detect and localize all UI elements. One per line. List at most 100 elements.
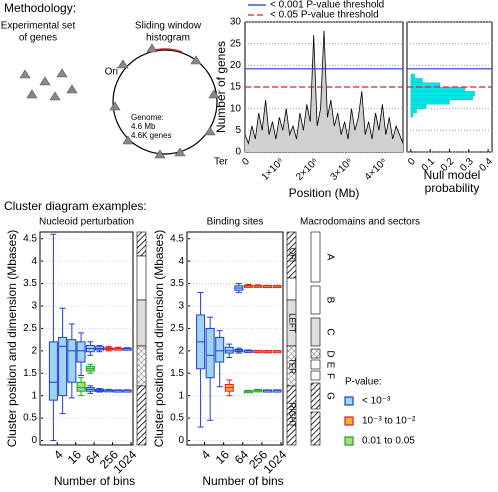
y-tick-label: 1	[31, 390, 37, 401]
box	[76, 381, 86, 392]
domain-label: ORI	[287, 248, 296, 262]
legend-label: 10⁻³ to 10⁻²	[362, 416, 416, 427]
sector-label: E	[324, 362, 335, 369]
sector-label: F	[324, 373, 335, 379]
legend-swatch	[344, 416, 354, 426]
gene-set-label: Experimental set	[1, 21, 76, 32]
window-label: Sliding window	[135, 21, 202, 32]
y-tick-label: 2	[178, 345, 184, 356]
legend-label: < 10⁻³	[362, 396, 391, 407]
y-tick-label: 0.5	[23, 413, 37, 424]
legend-label: < 0.05 P-value threshold	[270, 10, 379, 21]
y-tick-label: 3	[31, 301, 37, 312]
box	[205, 327, 215, 379]
x-tick-label: 4	[51, 447, 66, 462]
legend-swatch	[344, 396, 354, 406]
y-tick-label: 2.5	[170, 323, 184, 334]
y-tick-label: 4	[31, 256, 37, 267]
gene-set	[19, 68, 78, 101]
genome-label: 4.6K genes	[131, 131, 171, 140]
box	[76, 341, 86, 363]
x-axis-label: probability	[425, 181, 480, 195]
domain-label: RIGHT	[287, 403, 296, 428]
y-axis-label: Number of genes	[214, 41, 228, 133]
y-axis-label: Cluster position and dimension (Mbases)	[5, 230, 19, 447]
x-axis-label: Number of bins	[202, 474, 283, 488]
gene-set-label: of genes	[19, 33, 57, 44]
box	[58, 336, 68, 397]
y-tick-label: 5	[235, 125, 241, 136]
x-tick-label: 1×10⁶	[260, 156, 287, 183]
x-tick-label: 1024	[261, 447, 290, 476]
bar	[410, 78, 423, 83]
x-axis-label: Null model	[424, 168, 481, 182]
x-axis-label: Number of bins	[54, 474, 135, 488]
y-tick-label: 15	[230, 82, 242, 93]
x-tick-label: 0	[240, 156, 252, 168]
x-tick-label: 16	[213, 447, 233, 467]
sector-label: B	[324, 297, 335, 304]
x-tick-label: 2×10⁶	[294, 156, 321, 183]
y-tick-label: 25	[230, 38, 242, 49]
bar	[410, 82, 440, 88]
legend-swatch	[344, 436, 354, 446]
y-tick-label: 4.5	[23, 233, 37, 244]
x-axis-label: Position (Mb)	[289, 186, 360, 200]
strip-a	[136, 231, 147, 446]
line	[244, 30, 404, 145]
box	[224, 346, 234, 354]
y-tick-label: 20	[230, 60, 242, 71]
bar	[410, 86, 466, 92]
genome-circle	[112, 49, 218, 155]
bar	[410, 108, 417, 114]
sector-label: G	[324, 392, 335, 400]
sector-column	[310, 231, 321, 446]
legend-label: 0.01 to 0.05	[362, 436, 415, 447]
domain-label: LEFT	[287, 313, 296, 333]
bar	[410, 95, 473, 101]
bar	[410, 73, 415, 79]
gene-markers	[109, 43, 220, 159]
y-tick-label: 2.5	[23, 323, 37, 334]
section-title: Cluster diagram examples:	[4, 199, 147, 213]
box	[48, 341, 58, 401]
x-tick-label: 0	[406, 156, 418, 168]
genome-label: 4.6 Mb	[131, 122, 156, 131]
chart-title: Nucleoid perturbation	[39, 217, 134, 228]
bar	[410, 99, 450, 105]
box	[215, 336, 225, 363]
bar	[410, 112, 413, 118]
y-tick-label: 4	[178, 256, 184, 267]
y-tick-label: 10	[230, 103, 242, 114]
legend-label: < 0.001 P-value threshold	[270, 0, 384, 11]
genome-label: Genome:	[131, 113, 164, 122]
strip-b	[286, 231, 297, 446]
ter-label: Ter	[214, 157, 229, 168]
x-tick-label: 3×10⁶	[328, 156, 355, 183]
y-tick-label: 0	[178, 435, 184, 446]
sector-label: D	[324, 350, 335, 357]
x-tick-label: 16	[65, 447, 85, 467]
box	[67, 339, 77, 383]
y-tick-label: 30	[230, 17, 242, 28]
y-tick-label: 1.5	[23, 368, 37, 379]
y-tick-label: 3.5	[170, 278, 184, 289]
y-axis-label: Cluster position and dimension (Mbases)	[152, 230, 166, 447]
y-tick-label: 0	[31, 435, 37, 446]
ori-label: Ori	[105, 67, 118, 78]
bar	[410, 104, 427, 109]
y-tick-label: 1	[178, 390, 184, 401]
sector-label: C	[324, 328, 335, 335]
x-tick-label: 4×10⁶	[363, 156, 390, 183]
y-tick-label: 1.5	[170, 368, 184, 379]
plot-frame	[39, 231, 134, 446]
y-tick-label: 4.5	[170, 233, 184, 244]
sector-label: A	[324, 254, 335, 261]
y-tick-label: 0	[235, 147, 241, 158]
y-tick-label: 0.5	[170, 413, 184, 424]
y-tick-label: 3	[178, 301, 184, 312]
x-tick-label: 4	[198, 447, 213, 462]
legend-title: P-value:	[345, 377, 382, 388]
section-title: Methodology:	[4, 1, 76, 15]
y-tick-label: 3.5	[23, 278, 37, 289]
